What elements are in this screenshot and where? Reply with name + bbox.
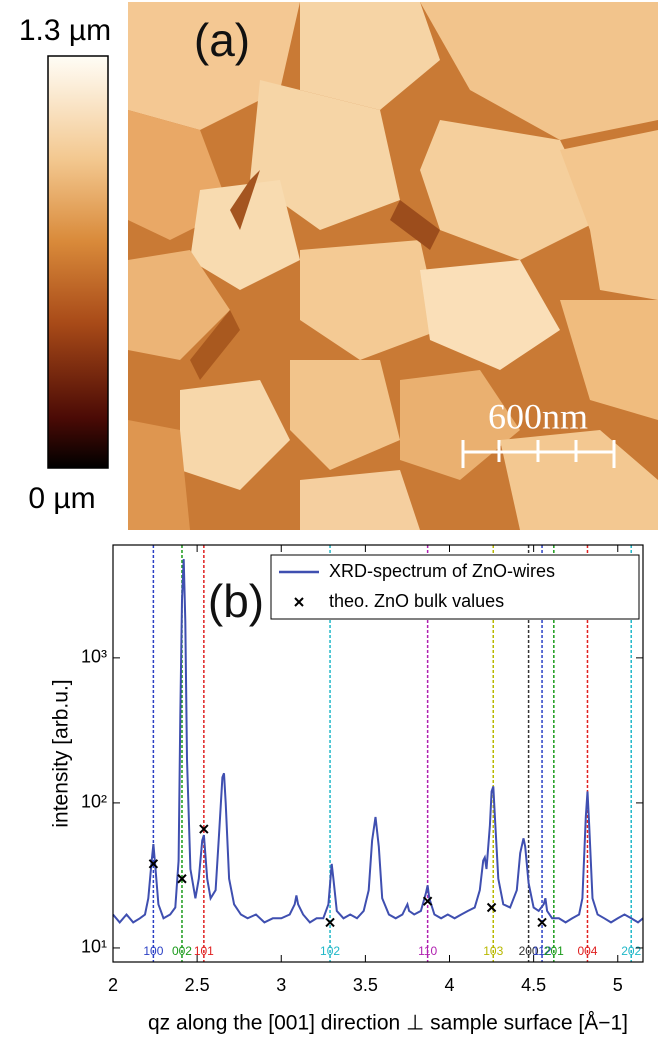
data-point: [199, 824, 209, 834]
legend-box: [270, 554, 640, 620]
reference-label: 004: [577, 944, 597, 958]
panel-label: (a): [194, 14, 250, 66]
x-tick-label: 5: [613, 975, 623, 995]
x-tick-label: 4.5: [521, 975, 546, 995]
y-axis-label: intensity [arb.u.]: [50, 679, 73, 827]
data-point: [325, 917, 335, 928]
data-point: [148, 859, 159, 869]
y-tick-label: 10²: [81, 792, 107, 812]
afm-image: [128, 2, 658, 530]
reference-label: 002: [172, 944, 192, 958]
x-tick-label: 4: [445, 975, 455, 995]
reference-label: 112: [532, 944, 551, 958]
scale-bar: [461, 440, 616, 468]
x-tick-label: 2.5: [185, 975, 210, 995]
data-point: [537, 917, 547, 928]
colorbar-max-label: 1.3 µm: [19, 14, 111, 47]
reference-label: 202: [621, 944, 641, 958]
reference-label: 101: [194, 944, 214, 958]
reference-label: 102: [320, 944, 340, 958]
colorbar-min-label: 0 µm: [28, 482, 95, 515]
data-line: [112, 559, 644, 924]
scale-bar-label: 600nm: [488, 396, 588, 436]
reference-label: 110: [418, 944, 437, 958]
x-axis-label: qz along the [001] direction ⊥ sample su…: [148, 1012, 628, 1035]
x-tick-label: 2: [108, 975, 118, 995]
reference-label: 103: [483, 944, 503, 958]
x-tick-label: 3: [276, 975, 286, 995]
panel-label: (b): [208, 575, 264, 627]
y-tick-label: 10³: [81, 647, 107, 667]
colorbar: [47, 55, 109, 469]
y-tick-label: 10¹: [81, 937, 107, 957]
legend-label: theo. ZnO bulk values: [329, 591, 504, 611]
reference-label: 100: [143, 944, 163, 958]
reference-label: 200: [519, 944, 539, 958]
plot-frame: [112, 544, 644, 963]
x-tick-label: 3.5: [353, 975, 378, 995]
reference-label: 201: [544, 944, 564, 958]
legend-label: XRD-spectrum of ZnO-wires: [329, 561, 555, 581]
data-point: [177, 874, 187, 884]
data-point: [486, 902, 497, 913]
legend-symbol: [294, 597, 304, 607]
data-point: [422, 896, 433, 906]
